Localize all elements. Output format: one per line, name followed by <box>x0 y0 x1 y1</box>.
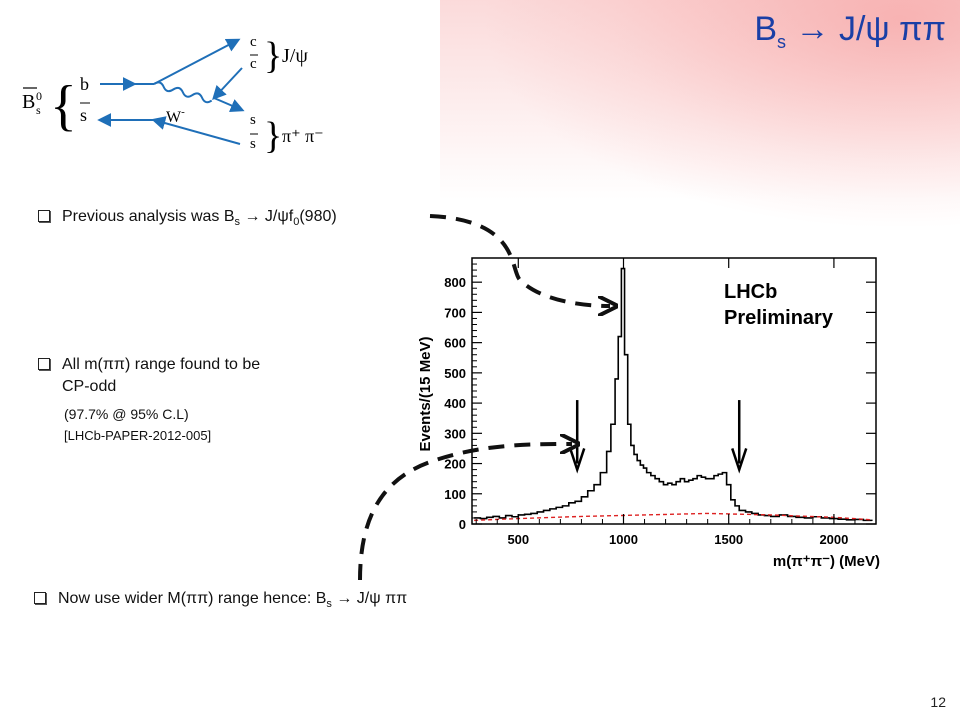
arrow-icon: → <box>240 208 261 225</box>
y-tick-label: 700 <box>444 305 466 320</box>
y-tick-label: 200 <box>444 457 466 472</box>
meson-label: B <box>22 91 35 113</box>
quark-c-line <box>153 38 241 85</box>
page-number: 12 <box>930 694 946 710</box>
pipi-brace: } <box>264 115 282 157</box>
y-tick-label: 800 <box>444 275 466 290</box>
quark-b-label: b <box>80 74 89 94</box>
jpsi-label: J/ψ <box>282 45 308 67</box>
y-tick-label: 400 <box>444 396 466 411</box>
checkbox-icon <box>38 210 50 222</box>
y-axis-label: Events/(15 MeV) <box>417 336 434 451</box>
y-tick-label: 100 <box>444 487 466 502</box>
bullet-cp-odd: All m(ππ) range found to be CP-odd <box>38 354 260 398</box>
y-tick-label: 0 <box>459 517 466 532</box>
title-arrow-icon: → <box>786 10 830 48</box>
bullet-previous-analysis: Previous analysis was Bs → J/ψf0(980) <box>38 206 337 233</box>
quark-cbar-label: c <box>250 56 257 72</box>
x-tick-label: 1500 <box>714 532 743 547</box>
y-tick-label: 300 <box>444 426 466 441</box>
y-tick-label: 500 <box>444 366 466 381</box>
cp-odd-confidence: (97.7% @ 95% C.L) <box>64 406 189 422</box>
preliminary-annotation: Preliminary <box>724 307 834 329</box>
x-axis-label: m(π⁺π⁻) (MeV) <box>773 553 880 570</box>
mass-spectrum-plot: 0 100 200 300 400 500 600 700 800 500 1000 1500 2000… <box>412 244 896 574</box>
x-tick-label: 2000 <box>819 532 848 547</box>
quark-s-label: s <box>250 112 256 128</box>
bullet-wider-range: Now use wider M(ππ) range hence: Bs → J/… <box>34 588 407 615</box>
x-tick-label: 1000 <box>609 532 638 547</box>
slide-title: Bs → J/ψ ππ <box>754 10 946 52</box>
quark-cbar-line <box>212 67 243 101</box>
jpsi-brace: } <box>264 35 282 77</box>
range-marker-arrowhead <box>569 448 586 474</box>
feynman-diagram: B 0 s { b s W- c c } J/ψ s s } π⁺ π⁻ <box>22 34 324 157</box>
quark-sbar-spectator-line <box>151 116 241 145</box>
meson-sup: 0 <box>36 89 42 103</box>
meson-brace: { <box>50 75 77 137</box>
y-tick-label: 600 <box>444 336 466 351</box>
paper-reference: [LHCb-PAPER-2012-005] <box>64 428 212 443</box>
lhcb-annotation: LHCb <box>724 281 777 303</box>
w-boson-line <box>153 81 213 104</box>
checkbox-icon <box>38 358 50 370</box>
quark-sbar-label: s <box>80 105 87 125</box>
meson-sub: s <box>36 103 41 117</box>
quark-s-line <box>213 97 245 113</box>
quark-c-label: c <box>250 34 257 50</box>
arrow-icon: → <box>331 590 353 607</box>
pipi-label: π⁺ π⁻ <box>282 126 324 146</box>
x-tick-label: 500 <box>507 532 529 547</box>
quark-sbar2-label: s <box>250 136 256 152</box>
w-boson-label: W- <box>166 106 185 126</box>
range-marker-arrowhead <box>731 448 748 474</box>
checkbox-icon <box>34 592 46 604</box>
